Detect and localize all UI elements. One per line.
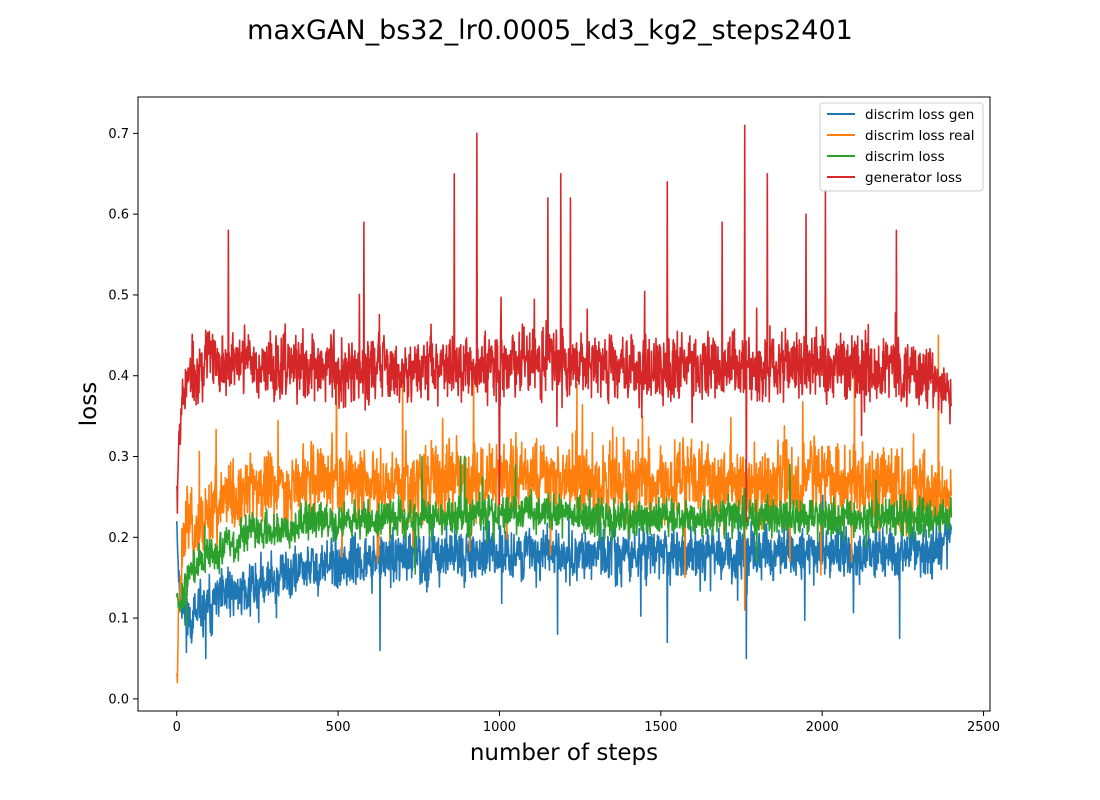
y-tick-label: 0.3	[108, 450, 129, 465]
x-tick-label: 2500	[967, 720, 1000, 735]
y-tick-label: 0.0	[108, 692, 129, 707]
series-layer	[175, 124, 953, 684]
series-line-1	[175, 334, 953, 684]
legend: discrim loss gen discrim loss real discrim…	[819, 102, 984, 192]
y-tick-label: 0.5	[108, 288, 129, 303]
x-axis-label: number of steps	[470, 740, 658, 766]
y-axis-ticks: 0.0 0.1 0.2 0.3 0.4 0.5 0.6 0.7	[108, 127, 138, 707]
x-tick-label: 1000	[483, 720, 516, 735]
y-tick-label: 0.7	[108, 127, 129, 142]
x-tick-label: 2000	[806, 720, 839, 735]
chart-title: maxGAN_bs32_lr0.0005_kd3_kg2_steps2401	[247, 15, 853, 46]
series-line-2	[175, 455, 953, 627]
series-line-0	[175, 494, 953, 660]
x-tick-label: 0	[173, 720, 181, 735]
y-tick-label: 0.2	[108, 531, 129, 546]
series-line-3	[175, 124, 953, 522]
y-tick-label: 0.4	[108, 369, 129, 384]
legend-box	[819, 102, 984, 192]
legend-label: discrim loss gen	[865, 107, 974, 123]
y-axis-label: loss	[76, 382, 102, 426]
x-tick-label: 1500	[644, 720, 677, 735]
y-tick-label: 0.6	[108, 208, 129, 223]
legend-label: discrim loss	[865, 149, 945, 165]
legend-label: generator loss	[865, 170, 962, 186]
x-axis-ticks: 0 500 1000 1500 2000 2500	[173, 711, 1000, 735]
y-tick-label: 0.1	[108, 612, 129, 627]
legend-label: discrim loss real	[865, 128, 974, 144]
plot-area-frame	[137, 96, 991, 712]
x-tick-label: 500	[326, 720, 351, 735]
